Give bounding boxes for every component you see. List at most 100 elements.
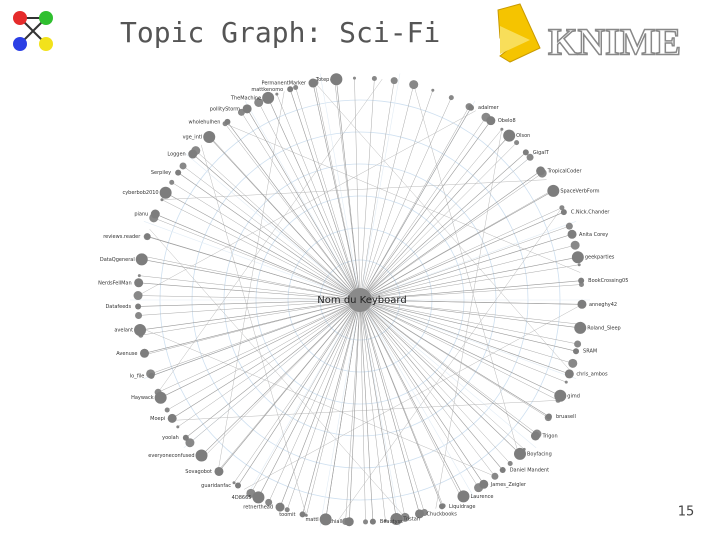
node <box>214 466 224 476</box>
node <box>564 369 574 379</box>
edge <box>192 153 361 301</box>
edge <box>276 94 361 301</box>
edge <box>217 91 285 471</box>
node <box>574 321 587 334</box>
edge <box>138 282 361 301</box>
edge <box>185 299 361 438</box>
node <box>568 358 578 368</box>
edge <box>172 299 361 419</box>
edge <box>359 299 581 325</box>
edge <box>147 236 361 301</box>
node <box>137 274 141 278</box>
edge <box>138 299 361 307</box>
node <box>275 502 285 512</box>
edge <box>359 299 521 455</box>
node <box>176 425 180 429</box>
node-label: Totep <box>315 77 329 83</box>
edge <box>286 299 361 510</box>
edge <box>268 299 361 503</box>
node <box>265 498 273 506</box>
node-label: Obelo8 <box>498 118 516 124</box>
edge <box>149 228 406 518</box>
node <box>573 348 580 355</box>
edge <box>359 299 581 329</box>
node <box>133 291 143 301</box>
edge <box>182 165 361 301</box>
edge <box>359 244 576 301</box>
edge <box>189 299 361 443</box>
node <box>448 95 454 101</box>
node <box>371 75 377 81</box>
edge <box>359 299 406 518</box>
node <box>159 186 172 199</box>
node-label: Sovagobot <box>185 469 212 475</box>
node-label: GigaIT <box>533 150 550 156</box>
node-label: geekparties <box>585 255 615 261</box>
node <box>164 407 170 413</box>
node <box>536 166 546 176</box>
node <box>565 222 573 230</box>
node <box>567 229 577 239</box>
edge <box>359 211 564 301</box>
edge <box>289 89 361 301</box>
node-label: James_Zeigler <box>490 482 527 488</box>
node-label: guaridanfac <box>201 483 231 489</box>
node-label: yoolah <box>162 435 179 441</box>
node <box>150 209 160 219</box>
edge <box>359 190 554 301</box>
node <box>284 507 290 513</box>
node <box>383 519 387 523</box>
edge <box>359 84 414 301</box>
grid-spoke <box>244 100 361 301</box>
edge <box>140 299 361 331</box>
node-label: 4D8665 <box>232 495 252 501</box>
node <box>522 149 529 156</box>
node-label: Loggen <box>167 152 185 158</box>
edge <box>359 80 395 301</box>
node <box>203 131 216 144</box>
grid-spoke <box>244 299 361 500</box>
edge <box>144 299 361 354</box>
node <box>275 92 279 96</box>
edge <box>157 78 383 393</box>
node <box>160 198 164 202</box>
edge <box>161 199 361 301</box>
node <box>352 76 356 80</box>
edge <box>359 299 464 497</box>
grid-spoke <box>359 299 401 527</box>
edge <box>359 142 517 301</box>
edge <box>359 299 561 397</box>
node <box>577 299 587 309</box>
edge <box>359 299 559 401</box>
node <box>570 240 580 250</box>
edge <box>203 299 361 458</box>
edge <box>359 299 479 488</box>
edge <box>167 299 361 411</box>
edge <box>141 259 361 301</box>
node-label: chris_ambos <box>576 371 608 377</box>
edge <box>359 256 578 301</box>
node <box>571 251 584 264</box>
node-label: avelant <box>114 328 133 334</box>
edge <box>359 299 462 498</box>
edge <box>151 299 361 377</box>
edge <box>359 152 527 301</box>
node-label: anneghy42 <box>589 302 617 308</box>
edge <box>359 299 538 435</box>
node <box>457 490 470 503</box>
node <box>409 80 419 90</box>
node <box>232 481 236 485</box>
edge <box>153 217 361 301</box>
node <box>195 449 208 462</box>
node <box>574 340 582 348</box>
node-label: Anita Corey <box>579 232 608 238</box>
node <box>175 169 182 176</box>
node <box>507 460 513 466</box>
edge <box>246 108 361 301</box>
edge <box>359 299 577 352</box>
edge <box>140 299 361 336</box>
node <box>547 184 560 197</box>
node <box>560 209 567 216</box>
node <box>564 380 568 384</box>
